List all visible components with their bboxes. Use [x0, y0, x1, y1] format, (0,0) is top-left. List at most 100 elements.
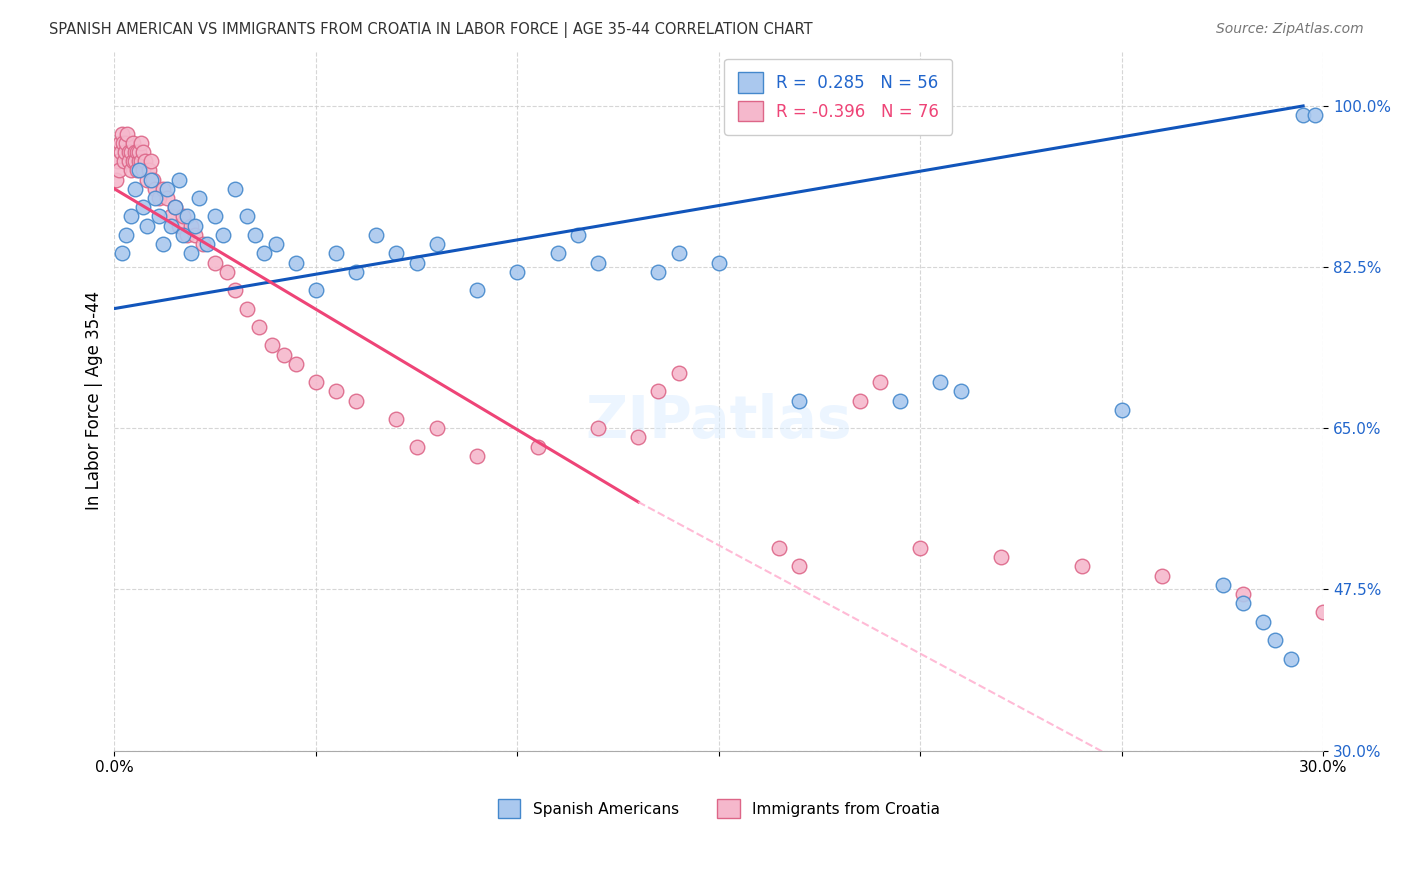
Point — [465, 283, 488, 297]
Point — [188, 191, 211, 205]
Point — [325, 384, 347, 399]
Point — [869, 376, 891, 390]
Point — [405, 440, 427, 454]
Point — [1152, 568, 1174, 582]
Point — [120, 163, 142, 178]
Point — [163, 200, 186, 214]
Point — [184, 227, 207, 242]
Point — [284, 255, 307, 269]
Point — [117, 127, 139, 141]
Point — [107, 154, 129, 169]
Point — [117, 145, 139, 159]
Point — [135, 172, 157, 186]
Point — [567, 227, 589, 242]
Point — [252, 246, 274, 260]
Point — [135, 219, 157, 233]
Point — [134, 154, 156, 169]
Point — [305, 283, 328, 297]
Point — [217, 265, 239, 279]
Point — [668, 246, 690, 260]
Point — [668, 366, 690, 380]
Point — [465, 449, 488, 463]
Point — [172, 210, 194, 224]
Point — [128, 163, 150, 178]
Point — [114, 145, 136, 159]
Point — [156, 191, 179, 205]
Point — [180, 246, 202, 260]
Point — [1232, 587, 1254, 601]
Point — [122, 136, 145, 150]
Point — [949, 384, 972, 399]
Point — [124, 154, 146, 169]
Point — [224, 283, 246, 297]
Point — [647, 265, 669, 279]
Point — [132, 145, 155, 159]
Point — [184, 219, 207, 233]
Point — [889, 393, 911, 408]
Point — [115, 227, 138, 242]
Point — [115, 136, 138, 150]
Point — [647, 384, 669, 399]
Point — [305, 376, 328, 390]
Point — [110, 145, 132, 159]
Point — [111, 127, 134, 141]
Point — [929, 376, 952, 390]
Point — [1303, 108, 1326, 122]
Point — [110, 136, 132, 150]
Point — [1070, 559, 1092, 574]
Point — [1264, 633, 1286, 648]
Point — [143, 182, 166, 196]
Point — [990, 550, 1012, 565]
Point — [167, 219, 190, 233]
Point — [249, 320, 271, 334]
Point — [344, 393, 367, 408]
Point — [586, 255, 609, 269]
Point — [273, 348, 295, 362]
Point — [159, 219, 181, 233]
Point — [156, 182, 179, 196]
Point — [707, 255, 730, 269]
Point — [139, 154, 162, 169]
Point — [128, 145, 150, 159]
Point — [148, 191, 170, 205]
Text: Source: ZipAtlas.com: Source: ZipAtlas.com — [1216, 22, 1364, 37]
Point — [118, 154, 141, 169]
Point — [1212, 578, 1234, 592]
Point — [105, 172, 128, 186]
Point — [127, 145, 149, 159]
Point — [627, 430, 650, 444]
Point — [143, 191, 166, 205]
Point — [204, 210, 226, 224]
Point — [176, 210, 198, 224]
Point — [128, 154, 150, 169]
Point — [108, 163, 131, 178]
Y-axis label: In Labor Force | Age 35-44: In Labor Force | Age 35-44 — [86, 291, 103, 510]
Point — [1279, 651, 1302, 665]
Point — [180, 219, 202, 233]
Point — [121, 154, 143, 169]
Point — [172, 227, 194, 242]
Point — [768, 541, 790, 555]
Point — [191, 237, 214, 252]
Point — [148, 210, 170, 224]
Text: ZIPatlas: ZIPatlas — [585, 393, 852, 450]
Point — [129, 136, 152, 150]
Point — [152, 182, 174, 196]
Point — [152, 237, 174, 252]
Point — [124, 182, 146, 196]
Point — [366, 227, 388, 242]
Point — [120, 145, 142, 159]
Point — [138, 163, 160, 178]
Point — [120, 210, 142, 224]
Point — [167, 172, 190, 186]
Point — [284, 357, 307, 371]
Point — [1111, 402, 1133, 417]
Point — [131, 200, 153, 214]
Point — [163, 200, 186, 214]
Point — [264, 237, 287, 252]
Point — [131, 163, 153, 178]
Text: SPANISH AMERICAN VS IMMIGRANTS FROM CROATIA IN LABOR FORCE | AGE 35-44 CORRELATI: SPANISH AMERICAN VS IMMIGRANTS FROM CROA… — [49, 22, 813, 38]
Point — [236, 210, 259, 224]
Point — [1312, 606, 1334, 620]
Point — [125, 163, 148, 178]
